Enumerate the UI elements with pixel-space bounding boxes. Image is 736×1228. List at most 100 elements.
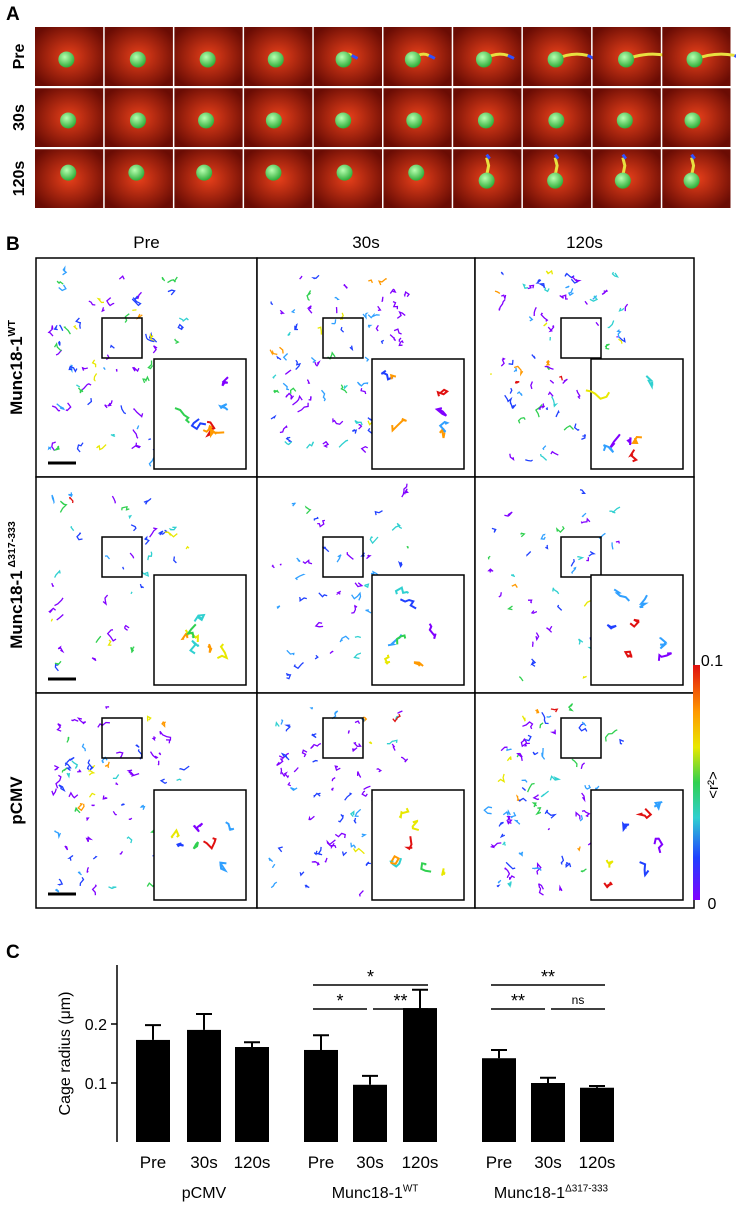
track [544, 287, 550, 293]
inset [153, 574, 247, 686]
track [124, 624, 130, 631]
track [507, 881, 512, 888]
track [47, 325, 54, 337]
track [545, 359, 551, 366]
track [67, 854, 74, 861]
track [497, 773, 506, 784]
track [546, 366, 550, 371]
track [545, 269, 554, 275]
track [115, 782, 119, 786]
error-bar [362, 1074, 378, 1085]
roi-box [322, 536, 364, 578]
inset-track [434, 407, 448, 417]
track [102, 594, 109, 606]
track [483, 806, 493, 815]
track [365, 609, 372, 614]
track [73, 325, 78, 330]
track [151, 736, 156, 742]
track [314, 621, 324, 628]
track [546, 625, 553, 633]
track [341, 851, 348, 857]
track [329, 650, 334, 654]
track [270, 881, 278, 889]
track [167, 276, 178, 284]
label-text: pCMV [7, 776, 26, 825]
track [498, 821, 504, 827]
track [504, 394, 513, 405]
track [544, 365, 554, 370]
bar [482, 1058, 516, 1142]
track [287, 331, 291, 336]
track [538, 283, 546, 289]
track [112, 774, 120, 780]
track [66, 772, 71, 779]
track [363, 583, 370, 589]
track [547, 325, 555, 333]
x-tick-label: 30s [534, 1153, 561, 1172]
inset-track [606, 623, 617, 630]
track [77, 802, 85, 812]
track [581, 792, 586, 803]
track [559, 884, 563, 892]
track [81, 366, 88, 371]
track [575, 811, 581, 820]
track [533, 307, 537, 317]
track [140, 570, 150, 577]
track [353, 817, 357, 824]
track [77, 387, 84, 394]
track [130, 524, 137, 532]
track [555, 525, 565, 534]
track [386, 739, 398, 745]
track [149, 333, 155, 343]
inset-track [436, 388, 450, 397]
inset-track [383, 654, 391, 665]
track [301, 749, 308, 758]
bead [614, 172, 631, 189]
track [76, 717, 87, 725]
track [87, 398, 93, 406]
track [530, 658, 537, 667]
inset-track [626, 437, 632, 446]
track [115, 368, 118, 372]
track [392, 301, 399, 310]
track [54, 569, 61, 578]
track [284, 441, 293, 446]
track [146, 715, 152, 722]
track [314, 360, 321, 367]
bar [235, 1047, 269, 1142]
track [398, 337, 402, 342]
inset-track [390, 373, 397, 380]
track [310, 742, 322, 749]
track [122, 566, 125, 570]
track [149, 751, 159, 759]
track [491, 527, 497, 533]
track [525, 459, 533, 462]
track [152, 345, 158, 354]
track [520, 738, 530, 748]
track [95, 635, 102, 643]
track [148, 438, 152, 441]
track [145, 333, 155, 343]
track [331, 787, 334, 791]
inset-track [653, 837, 664, 854]
bead [198, 112, 215, 129]
track [147, 360, 154, 370]
track [369, 536, 379, 545]
x-tick-label: 30s [190, 1153, 217, 1172]
track [77, 871, 82, 876]
y-tick-label: 0.1 [85, 1076, 107, 1093]
inset-track [438, 420, 450, 433]
track [532, 751, 539, 756]
track [344, 792, 353, 801]
label-text: pCMV [182, 1185, 227, 1202]
x-tick-label: 120s [579, 1153, 616, 1172]
track [297, 402, 309, 413]
track [513, 819, 521, 825]
track [538, 883, 544, 890]
track [499, 833, 506, 839]
label-text: Munc18-1 [7, 336, 26, 414]
track [524, 734, 532, 742]
track [360, 445, 368, 453]
track [273, 389, 280, 394]
track [361, 790, 368, 797]
